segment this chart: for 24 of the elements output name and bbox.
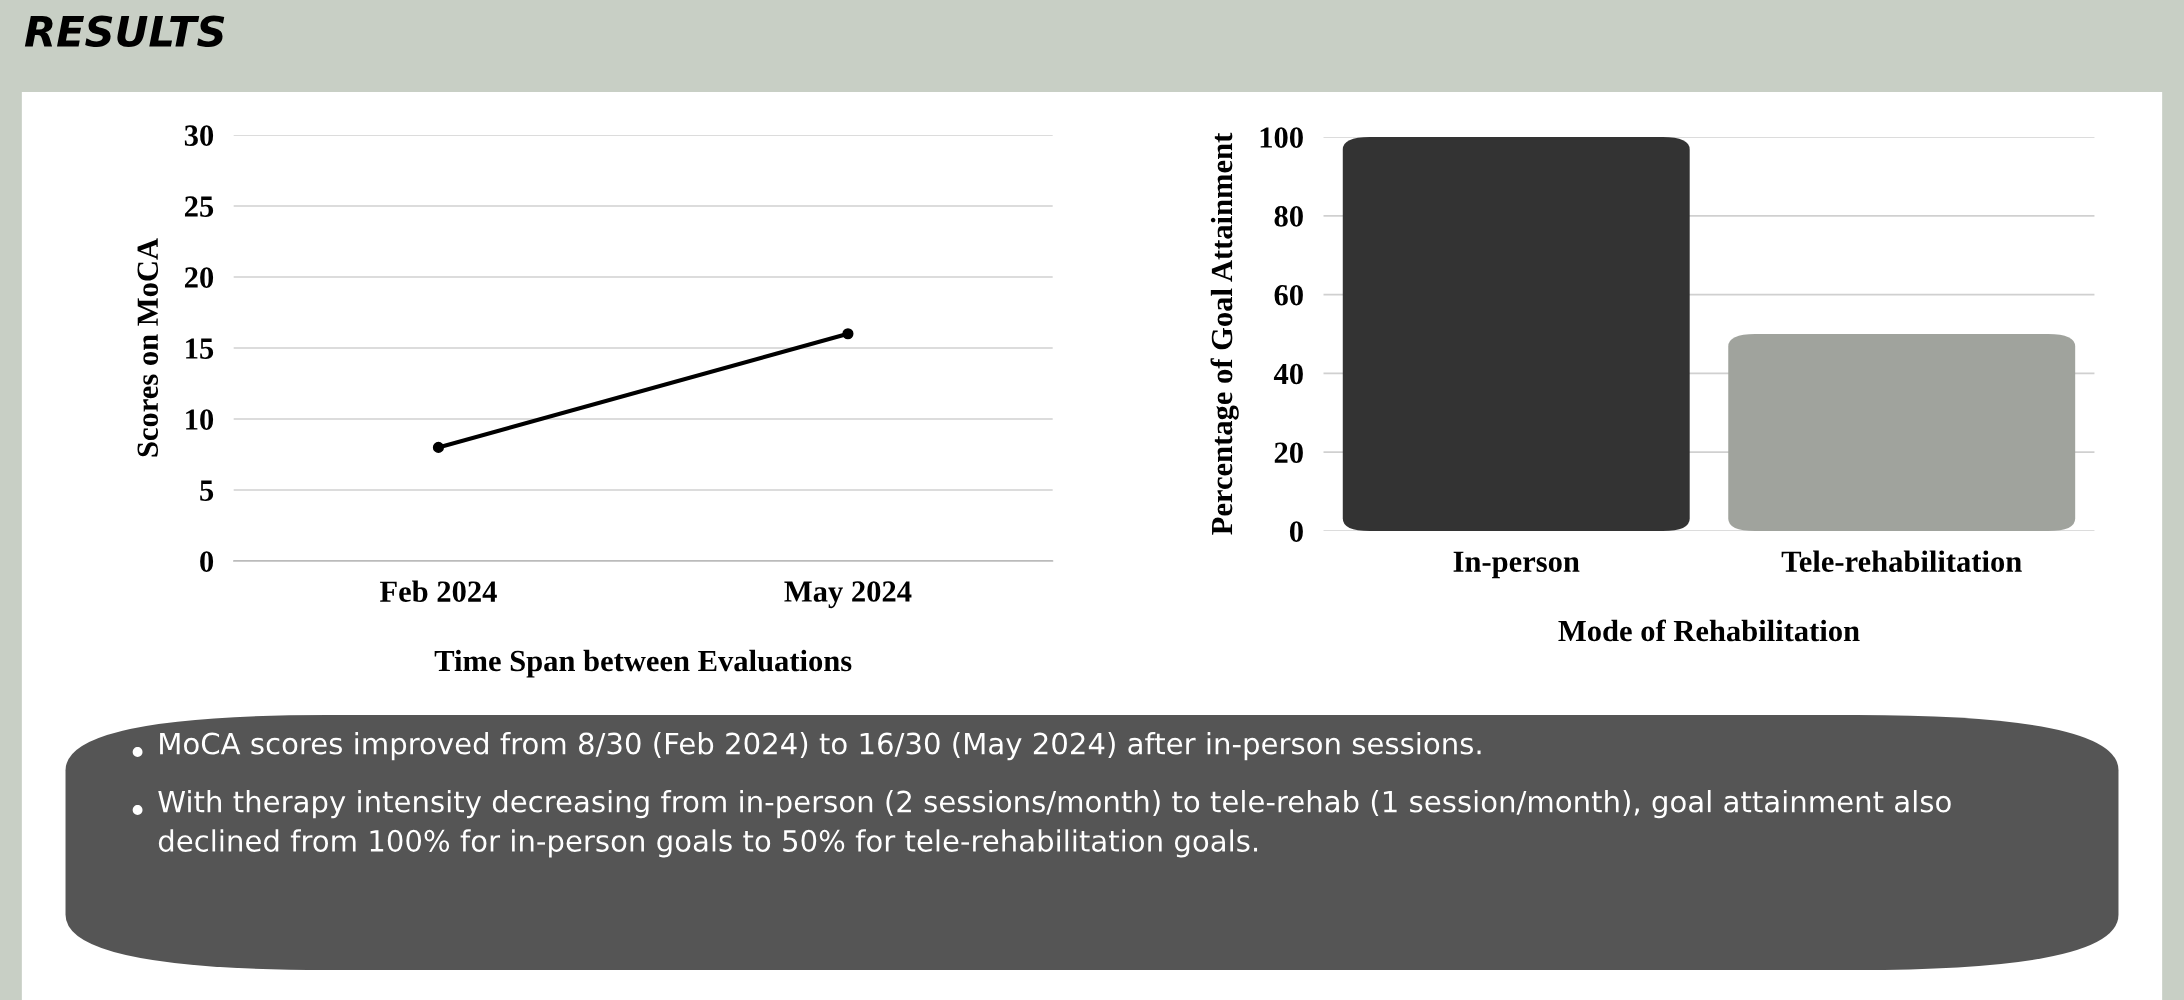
x-axis-title: Time Span between Evaluations xyxy=(434,649,852,678)
x-tick-label: Tele-rehabilitation xyxy=(1781,550,2022,572)
y-tick-label: 30 xyxy=(184,125,214,146)
y-tick-label: 40 xyxy=(1273,363,1303,385)
y-tick-label: 25 xyxy=(184,196,214,217)
y-tick-label: 0 xyxy=(1289,521,1303,542)
x-tick-label: Feb 2024 xyxy=(379,580,497,602)
text: With therapy intensity decreasing from in-person (2 sessions/month) to tele-rehab (1 session/month), goal attainment also declined from 100% for in-person goals to 50% for tele-rehabilitation goals. xyxy=(158,790,1951,858)
y-tick-label: 10 xyxy=(186,409,214,430)
y-tick-label: 20 xyxy=(184,267,214,288)
y-tick-label: 80 xyxy=(1274,206,1303,227)
y-tick-label: 15 xyxy=(186,338,214,359)
y-tick-label: 20 xyxy=(1274,442,1303,464)
x-tick-label: May 2024 xyxy=(784,581,912,609)
y-axis-title: Scores on MoCA xyxy=(137,238,159,457)
y-axis-title: Percentage of Goal Attainment xyxy=(1210,132,1239,535)
y-tick-label: 100 xyxy=(1260,127,1303,148)
chart-title: RESULTS xyxy=(24,15,225,48)
x-tick-label: In-person xyxy=(1453,551,1580,579)
y-tick-label: 0 xyxy=(200,551,214,572)
y-tick-label: 60 xyxy=(1274,284,1303,306)
x-axis-title: Mode of Rehabilitation xyxy=(1558,619,1860,642)
y-tick-label: 5 xyxy=(200,480,214,501)
text: MoCA scores improved from 8/30 (Feb 2024) to 16/30 (May 2024) after in-person sessions. xyxy=(160,732,1481,761)
